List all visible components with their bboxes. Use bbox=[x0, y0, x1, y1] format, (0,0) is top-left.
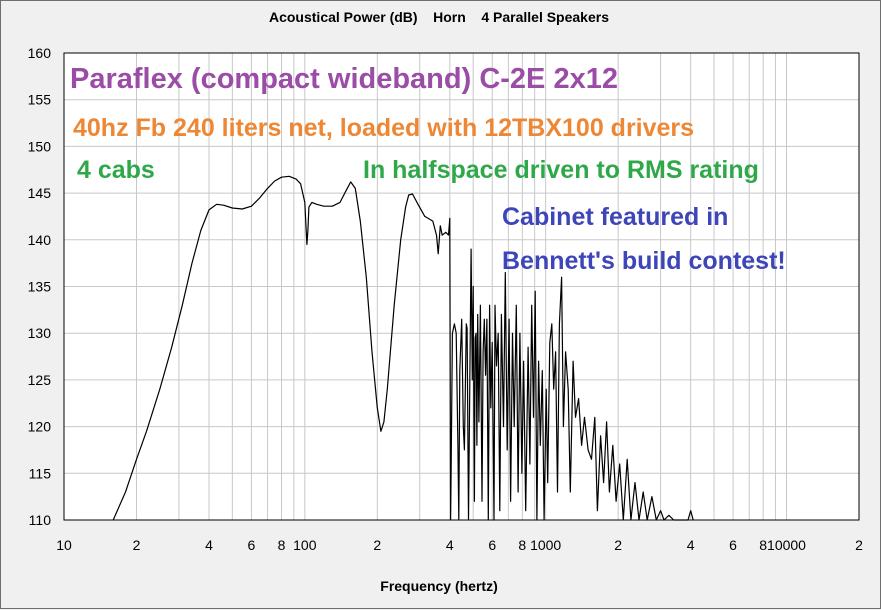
x-tick-label: 8 bbox=[759, 537, 767, 553]
y-tick-label: 130 bbox=[28, 325, 52, 341]
power-response-curve bbox=[112, 175, 694, 521]
x-tick-label: 6 bbox=[488, 537, 496, 553]
x-tick-label: 10 bbox=[56, 537, 72, 553]
x-tick-label: 2 bbox=[614, 537, 622, 553]
x-tick-label: 8 bbox=[518, 537, 526, 553]
x-tick-label: 10000 bbox=[767, 537, 806, 553]
y-tick-label: 110 bbox=[29, 512, 52, 528]
plot-border bbox=[63, 52, 860, 521]
x-tick-label: 1000 bbox=[530, 537, 561, 553]
y-tick-label: 140 bbox=[28, 232, 52, 248]
annotation-cab-count: 4 cabs bbox=[77, 156, 155, 184]
grid-lines bbox=[64, 53, 859, 520]
x-axis-tick-labels: 10 2 4 6 8 100 2 4 6 8 1000 2 4 6 8 10000 2 bbox=[56, 537, 863, 553]
x-tick-label: 8 bbox=[278, 537, 286, 553]
x-tick-label: 2 bbox=[855, 537, 863, 553]
chart-title: Acoustical Power (dB) Horn 4 Parallel Sp… bbox=[269, 9, 609, 25]
y-tick-label: 115 bbox=[29, 465, 52, 481]
y-axis-tick-labels: 110 115 120 125 130 135 140 145 150 155 160 bbox=[28, 45, 52, 528]
x-tick-label: 4 bbox=[687, 537, 695, 553]
annotation-model-name: Paraflex (compact wideband) C-2E 2x12 bbox=[70, 63, 618, 95]
y-tick-label: 145 bbox=[28, 185, 52, 201]
y-tick-label: 155 bbox=[28, 92, 52, 108]
annotation-featured-line2: Bennett's build contest! bbox=[502, 247, 786, 275]
y-tick-label: 135 bbox=[28, 279, 52, 295]
x-tick-label: 4 bbox=[205, 537, 213, 553]
y-tick-label: 125 bbox=[28, 372, 52, 388]
x-tick-label: 4 bbox=[446, 537, 454, 553]
x-tick-label: 6 bbox=[729, 537, 737, 553]
annotation-tuning-spec: 40hz Fb 240 liters net, loaded with 12TB… bbox=[73, 114, 694, 142]
x-tick-label: 2 bbox=[373, 537, 381, 553]
annotation-conditions: In halfspace driven to RMS rating bbox=[363, 156, 759, 184]
x-tick-label: 100 bbox=[293, 537, 317, 553]
annotation-featured-line1: Cabinet featured in bbox=[502, 203, 728, 231]
x-axis-label: Frequency (hertz) bbox=[380, 578, 497, 594]
y-tick-label: 120 bbox=[28, 419, 52, 435]
x-tick-label: 6 bbox=[248, 537, 256, 553]
x-tick-label: 2 bbox=[133, 537, 141, 553]
y-tick-label: 160 bbox=[28, 45, 52, 61]
y-tick-label: 150 bbox=[28, 138, 52, 154]
